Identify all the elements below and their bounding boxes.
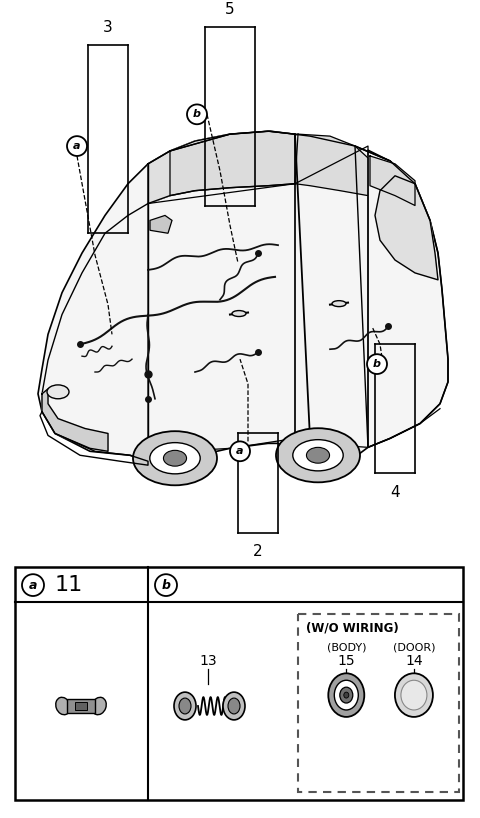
- Ellipse shape: [306, 447, 330, 463]
- Polygon shape: [38, 131, 448, 471]
- Text: 13: 13: [199, 654, 217, 668]
- Ellipse shape: [334, 681, 358, 710]
- Polygon shape: [370, 156, 415, 205]
- Polygon shape: [42, 389, 108, 452]
- Text: 14: 14: [405, 654, 423, 668]
- Ellipse shape: [395, 673, 433, 717]
- Text: b: b: [193, 110, 201, 119]
- Circle shape: [22, 574, 44, 596]
- Ellipse shape: [228, 698, 240, 714]
- Circle shape: [367, 354, 387, 374]
- Text: 11: 11: [55, 575, 83, 596]
- Text: 2: 2: [253, 545, 263, 560]
- Ellipse shape: [133, 431, 217, 485]
- Circle shape: [230, 442, 250, 461]
- Text: b: b: [161, 578, 170, 591]
- Text: (W/O WIRING): (W/O WIRING): [306, 621, 399, 634]
- Circle shape: [67, 136, 87, 156]
- Ellipse shape: [92, 697, 106, 715]
- Ellipse shape: [332, 301, 346, 307]
- Text: a: a: [236, 447, 244, 456]
- Ellipse shape: [150, 443, 200, 474]
- Bar: [75, 702, 87, 710]
- Circle shape: [155, 574, 177, 596]
- Ellipse shape: [47, 385, 69, 398]
- Polygon shape: [295, 134, 368, 196]
- Ellipse shape: [340, 687, 353, 703]
- Ellipse shape: [293, 439, 343, 471]
- Ellipse shape: [276, 428, 360, 483]
- Text: 4: 4: [390, 485, 400, 500]
- Circle shape: [187, 105, 207, 124]
- Ellipse shape: [164, 451, 187, 466]
- Text: (DOOR): (DOOR): [393, 642, 435, 653]
- Text: a: a: [73, 141, 81, 151]
- Ellipse shape: [328, 673, 364, 717]
- Polygon shape: [375, 176, 438, 280]
- Text: 5: 5: [225, 2, 235, 17]
- Ellipse shape: [174, 692, 196, 720]
- Text: (BODY): (BODY): [326, 642, 366, 653]
- Ellipse shape: [179, 698, 191, 714]
- Text: a: a: [29, 578, 37, 591]
- Polygon shape: [170, 131, 295, 196]
- Polygon shape: [150, 215, 172, 233]
- Text: 3: 3: [103, 20, 113, 35]
- Bar: [67, 699, 95, 713]
- Polygon shape: [148, 131, 295, 204]
- Ellipse shape: [223, 692, 245, 720]
- Ellipse shape: [56, 697, 70, 715]
- Bar: [15, 567, 463, 800]
- Text: 15: 15: [337, 654, 355, 668]
- Ellipse shape: [232, 311, 246, 317]
- Ellipse shape: [401, 681, 427, 710]
- Text: b: b: [373, 359, 381, 369]
- Ellipse shape: [344, 692, 349, 698]
